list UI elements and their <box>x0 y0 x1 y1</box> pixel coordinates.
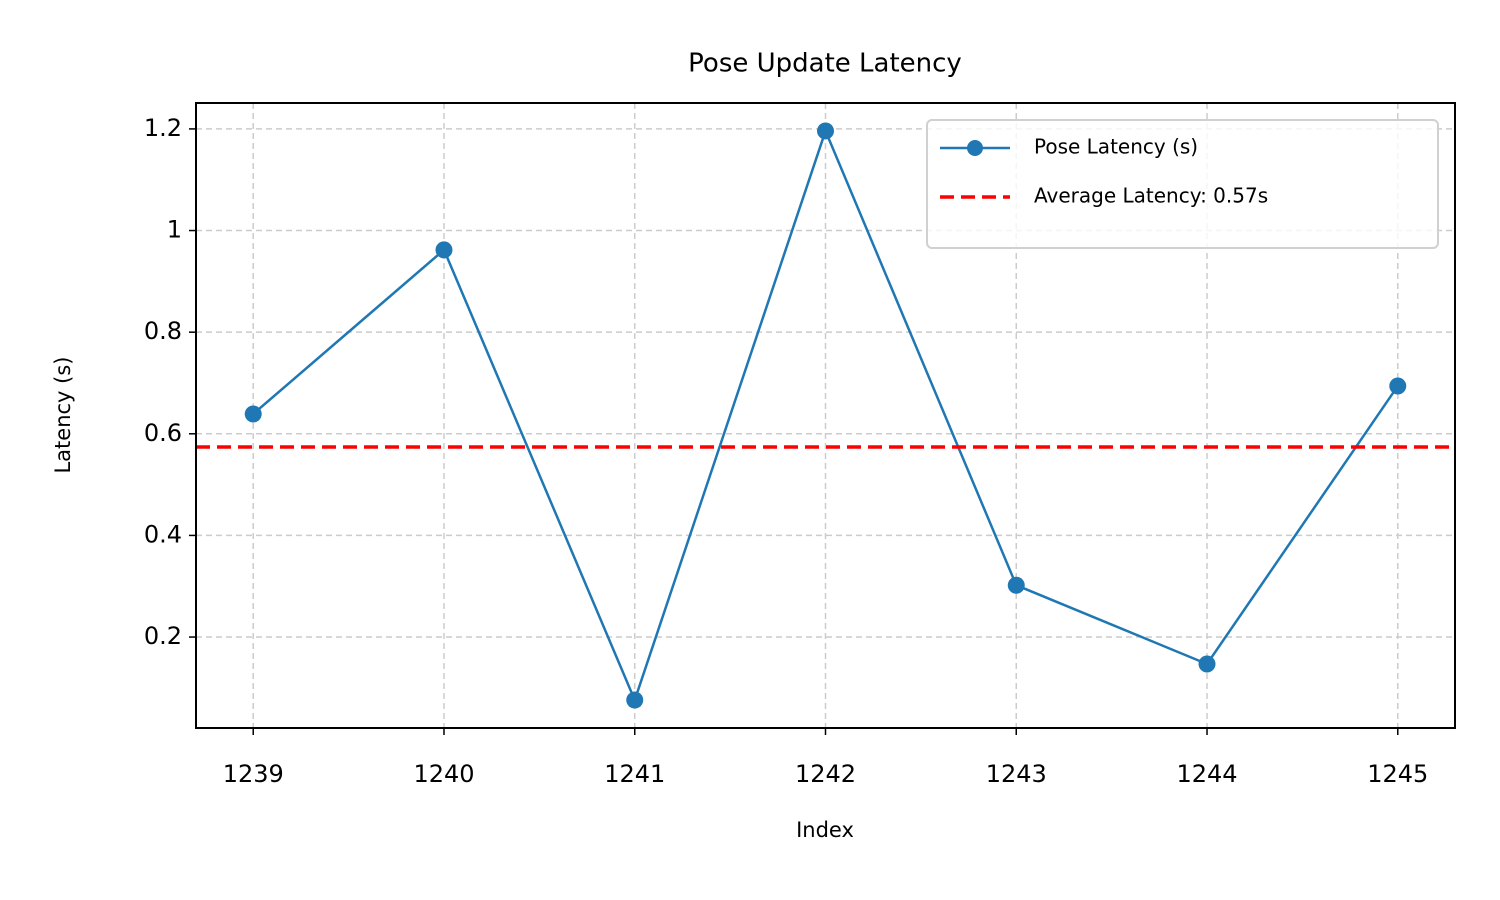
x-tick-label: 1240 <box>413 760 474 788</box>
legend-marker <box>967 140 983 156</box>
data-point <box>1389 377 1407 395</box>
data-point <box>1007 576 1025 594</box>
x-tick-label: 1239 <box>223 760 284 788</box>
x-axis-label: Index <box>796 818 854 842</box>
data-point <box>1198 655 1216 673</box>
y-axis-label: Latency (s) <box>51 356 75 473</box>
data-point <box>244 405 262 423</box>
x-tick-label: 1243 <box>986 760 1047 788</box>
data-point <box>626 691 644 709</box>
x-tick-label: 1241 <box>604 760 665 788</box>
y-tick-label: 0.6 <box>144 419 182 447</box>
x-tick-label: 1245 <box>1367 760 1428 788</box>
y-tick-label: 1.2 <box>144 114 182 142</box>
legend-label: Pose Latency (s) <box>1034 135 1198 159</box>
y-tick-label: 1 <box>167 216 182 244</box>
legend-label: Average Latency: 0.57s <box>1034 184 1268 208</box>
y-tick-label: 0.2 <box>144 622 182 650</box>
x-tick-label: 1242 <box>795 760 856 788</box>
data-point <box>817 122 834 140</box>
y-tick-label: 0.8 <box>144 317 182 345</box>
chart-title: Pose Update Latency <box>688 49 962 79</box>
legend-box <box>926 119 1439 249</box>
x-tick-label: 1244 <box>1176 760 1237 788</box>
plot-frame <box>195 102 1456 729</box>
y-tick-label: 0.4 <box>144 520 182 548</box>
data-point <box>435 241 453 259</box>
